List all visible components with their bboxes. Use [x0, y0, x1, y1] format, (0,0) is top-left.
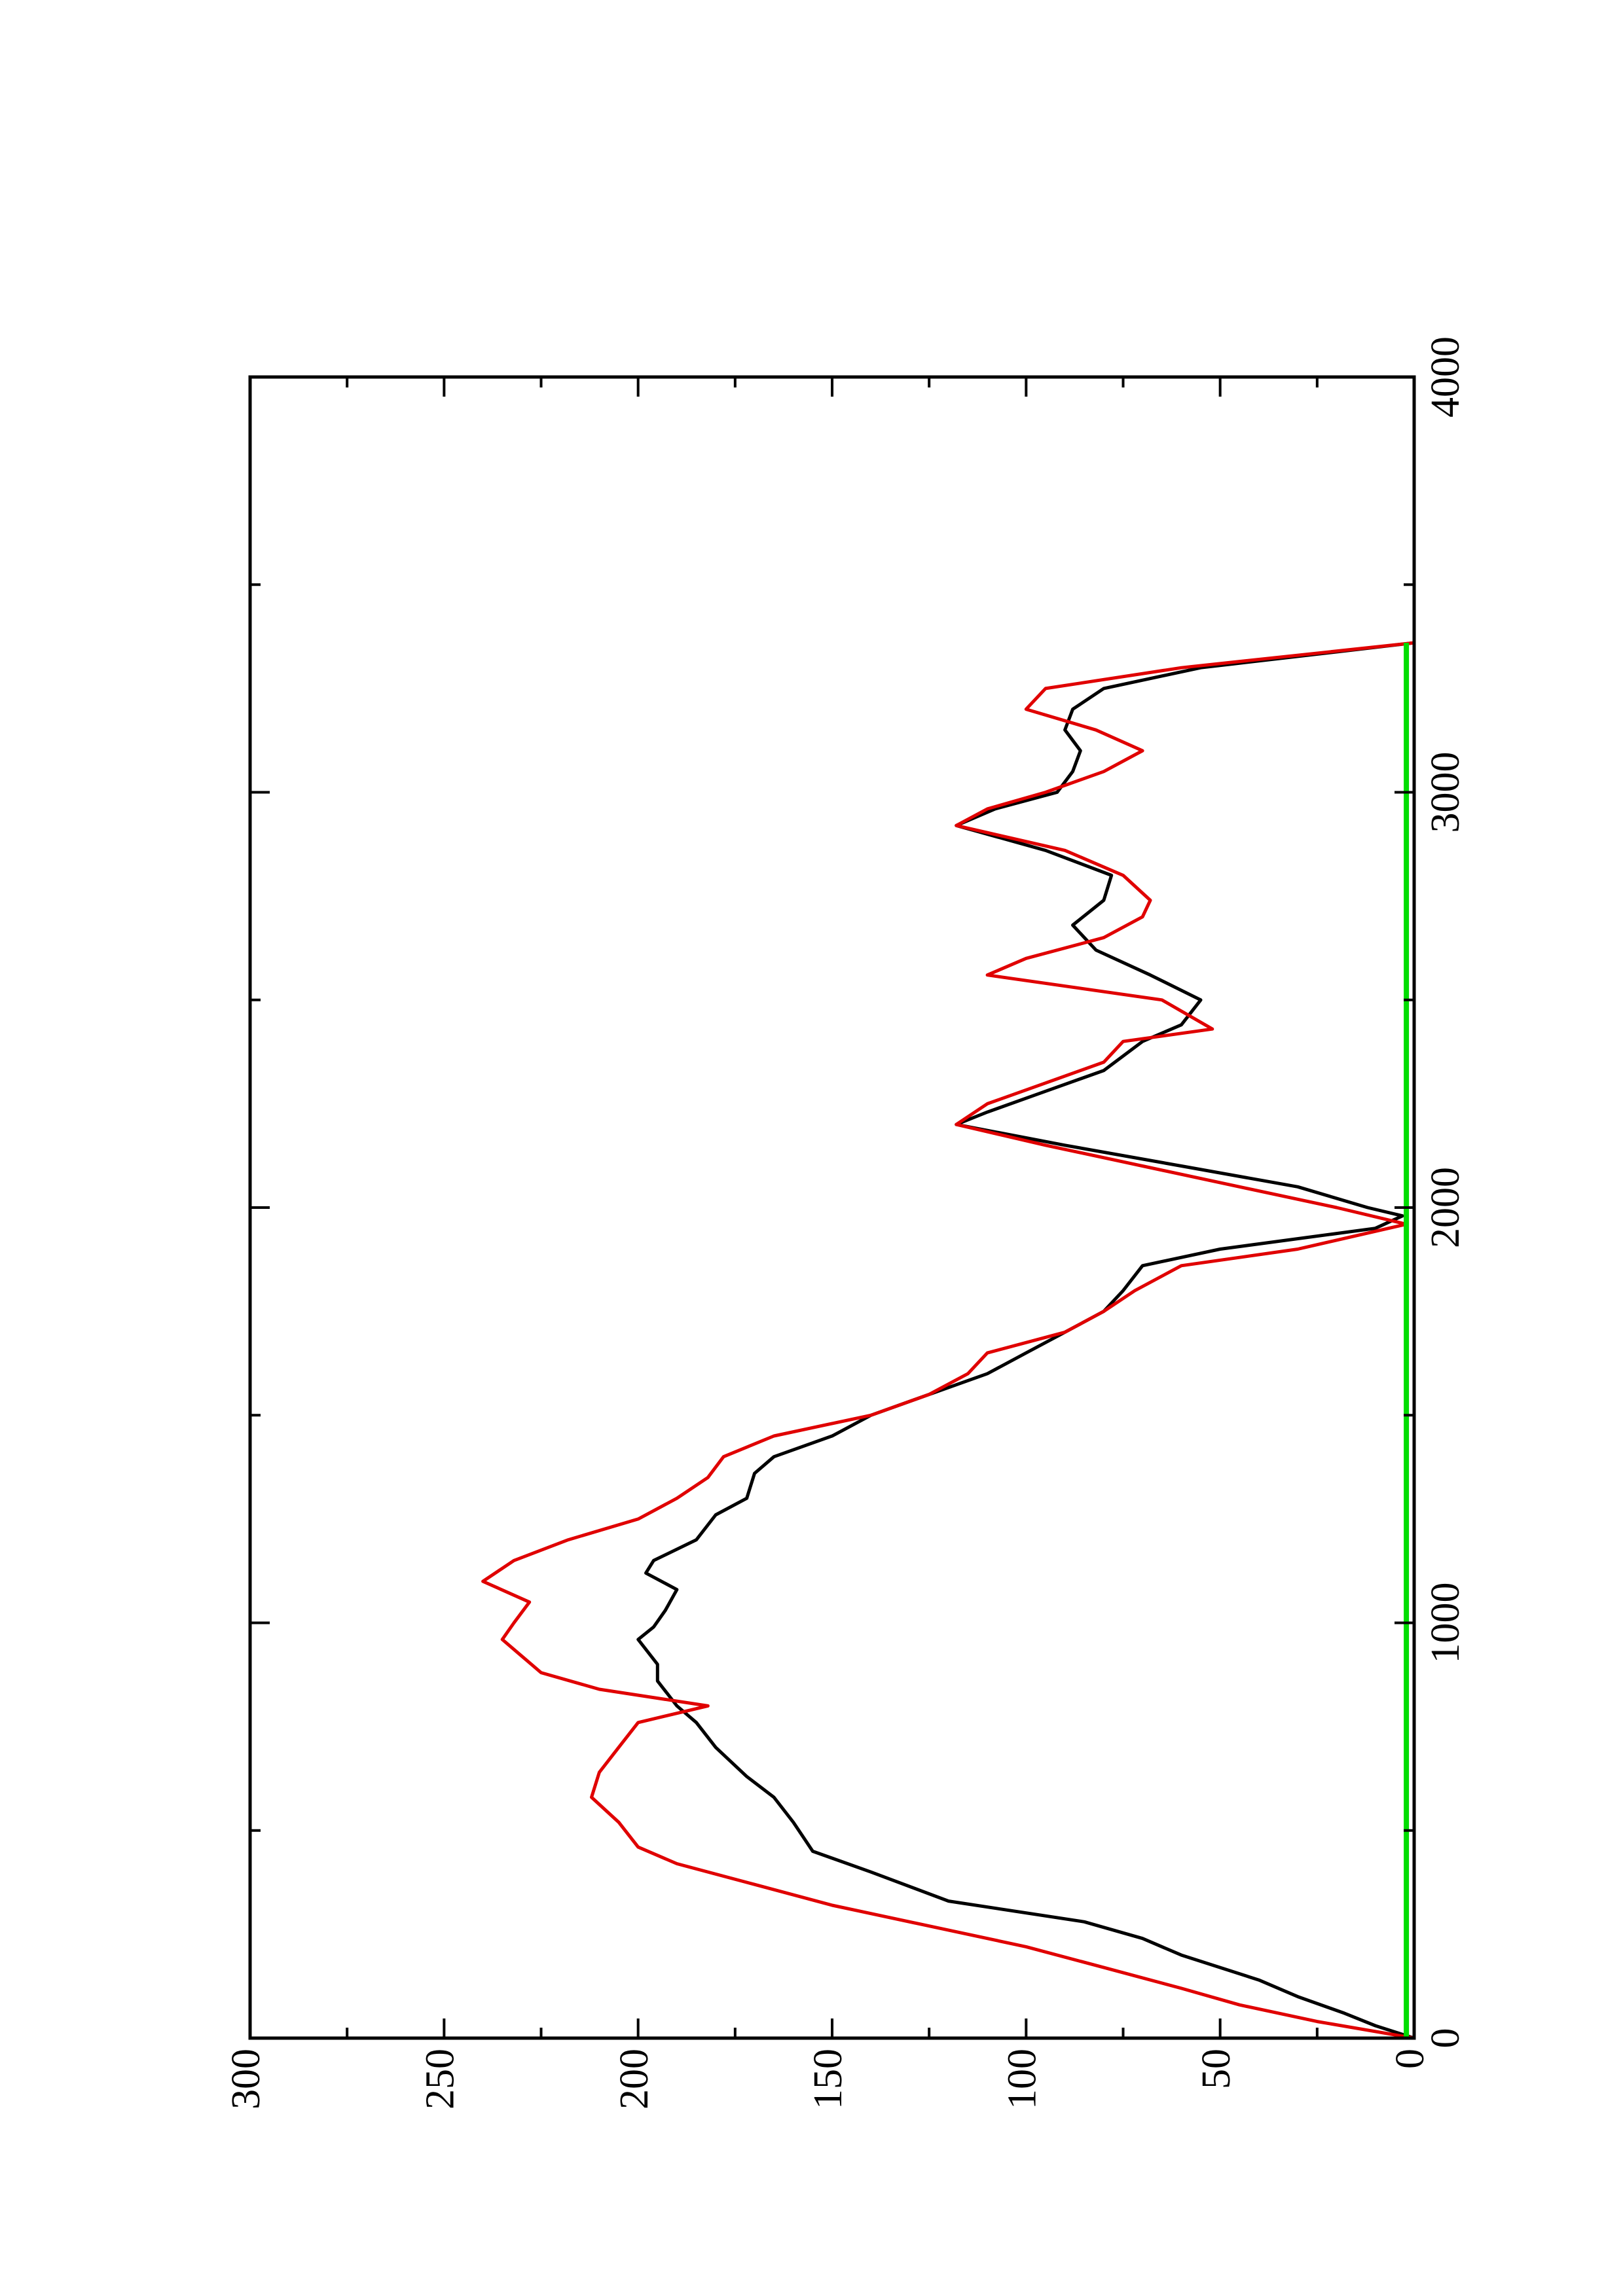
- series-layer: [481, 641, 1415, 2040]
- x-tick-label: 3000: [1423, 752, 1468, 833]
- y-tick-label: 200: [612, 2049, 657, 2109]
- series-line-2: [481, 641, 1415, 2040]
- tick-layer: 0 1000 2000 3000 4000 0 50 100 150 200 250 300: [224, 336, 1468, 2109]
- x-tick-label: 4000: [1423, 336, 1468, 418]
- y-tick-label: 0: [1388, 2049, 1432, 2069]
- y-tick-label: 50: [1194, 2049, 1239, 2089]
- y-tick-label: 150: [806, 2049, 850, 2109]
- x-tick-label: 2000: [1423, 1167, 1468, 1248]
- y-tick-label: 300: [224, 2049, 268, 2109]
- series-line-1: [636, 641, 1415, 2040]
- y-tick-label: 250: [418, 2049, 463, 2109]
- x-tick-label: 1000: [1423, 1583, 1468, 1664]
- y-tick-label: 100: [1000, 2049, 1045, 2109]
- x-tick-label: 0: [1423, 2028, 1468, 2049]
